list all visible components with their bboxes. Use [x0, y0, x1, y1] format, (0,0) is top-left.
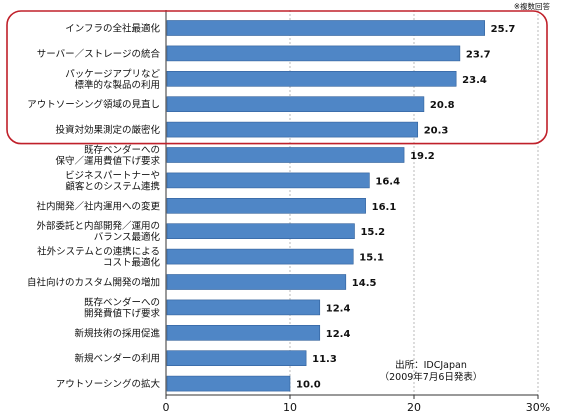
bar: [166, 375, 291, 392]
bar: [166, 20, 485, 36]
bar: [166, 274, 347, 290]
category-label: アウトソーシングの拡大: [56, 378, 161, 390]
category-label: インフラの全社最適化: [65, 23, 160, 35]
x-tick-label: 20: [407, 401, 421, 414]
data-label: 20.3: [424, 126, 449, 137]
bar: [166, 147, 405, 163]
data-label: 16.1: [372, 202, 397, 213]
category-label: 外部委託と内部開発／運用のバランス最適化: [36, 220, 160, 243]
category-label: 新規ベンダーの利用: [74, 353, 160, 365]
data-label: 23.4: [462, 75, 487, 86]
source-label: （2009年7月6日発表）: [380, 371, 483, 383]
highlight-box: [6, 10, 548, 145]
data-label: 20.8: [430, 100, 455, 111]
bar: [166, 172, 370, 189]
category-label: 既存ベンダーへの保守／運用費値下げ要求: [55, 144, 160, 167]
multiple-answer-note: ※複数回答: [514, 1, 551, 11]
bar: [166, 223, 355, 239]
category-label: アウトソーシング領域の見直し: [27, 99, 160, 111]
data-label: 16.4: [375, 176, 400, 187]
category-label: パッケージアプリなど標準的な製品の利用: [65, 69, 160, 91]
bar: [166, 198, 366, 214]
data-label: 10.0: [296, 380, 321, 391]
data-label: 11.3: [312, 354, 337, 365]
x-tick-label: 10: [283, 401, 297, 414]
data-label: 23.7: [466, 49, 491, 60]
category-label: 社外システムとの連携によるコスト最適化: [37, 246, 160, 269]
data-label: 19.2: [410, 151, 435, 162]
bar: [166, 71, 457, 87]
data-label: 12.4: [326, 329, 351, 340]
source-label: 出所：IDCJapan: [395, 359, 467, 371]
data-label: 14.5: [352, 278, 377, 289]
data-label: 25.7: [491, 24, 516, 35]
category-label: 社内開発／社内運用への変更: [36, 200, 160, 212]
bar: [166, 299, 321, 316]
category-label: 投資対効果測定の厳密化: [55, 124, 160, 136]
bar: [166, 96, 425, 112]
bar: [166, 45, 461, 62]
bar: [166, 324, 321, 341]
data-label: 15.2: [360, 227, 385, 238]
bar: [166, 248, 354, 265]
category-label: サーバー／ストレージの統合: [37, 48, 161, 60]
x-tick-label: 0: [163, 401, 170, 414]
category-label: 既存ベンダーへの開発費値下げ要求: [84, 296, 161, 319]
data-label: 15.1: [359, 253, 384, 264]
category-label: ビジネスパートナーや顧客とのシステム連携: [65, 170, 160, 192]
category-label: 新規技術の採用促進: [74, 327, 160, 339]
data-label: 12.4: [326, 303, 351, 314]
category-label: 自社向けのカスタム開発の増加: [27, 277, 160, 289]
bar: [166, 121, 419, 138]
x-tick-label: 30%: [526, 401, 550, 414]
bar: [166, 350, 307, 367]
